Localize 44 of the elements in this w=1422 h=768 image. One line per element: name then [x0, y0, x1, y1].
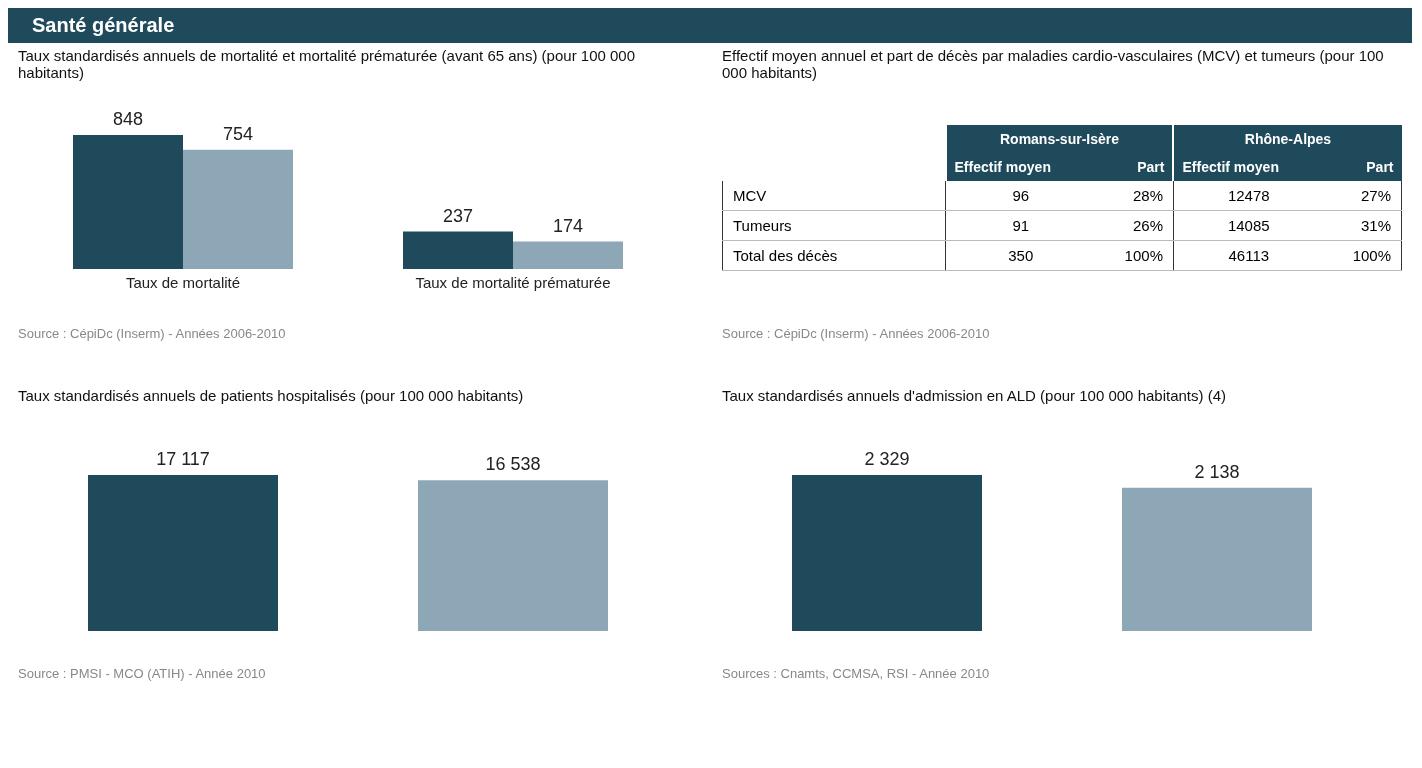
data-label: 754	[222, 123, 254, 144]
text: 31%	[1360, 217, 1391, 234]
category-label: Tumeurs	[733, 217, 792, 234]
data-label: 848	[112, 109, 144, 129]
category-label: Part	[1323, 153, 1402, 181]
data-label: 16 538	[485, 454, 541, 475]
category-label: Total des décès	[733, 247, 838, 264]
data-label: 2 329	[864, 449, 910, 469]
text: 91	[1012, 217, 1030, 234]
data-label: 174	[552, 215, 584, 236]
bar	[183, 149, 293, 269]
chart-title: Santé générale	[8, 8, 1412, 43]
data-label: 237	[442, 205, 474, 226]
text: 14085	[1227, 217, 1270, 234]
category-label: Effectif moyen	[945, 153, 1096, 181]
source-note: Sources : Cnamts, CCMSA, RSI - Année 2010	[722, 666, 990, 681]
text: 100%	[1352, 247, 1391, 264]
chart-title: Taux standardisés annuels d'admission en ALD (pour 100 000 habitants) (4)	[721, 386, 1227, 406]
text: 96	[1012, 187, 1030, 204]
text: 100%	[1124, 247, 1163, 264]
x-tick-label: Taux de mortalité prématurée	[415, 273, 611, 291]
bar	[73, 135, 183, 269]
bar	[403, 231, 513, 269]
text: 28%	[1132, 187, 1163, 204]
category-label: MCV	[733, 187, 767, 204]
data-label: 17 117	[156, 449, 210, 469]
data-label: 2 138	[1194, 461, 1240, 482]
text: 46113	[1228, 247, 1270, 264]
chart-title: Taux standardisés annuels de patients hospitalisés (pour 100 000 habitants)	[17, 386, 525, 406]
category-label: Part	[1095, 153, 1174, 181]
text: Romans-sur-Isère	[945, 125, 1174, 153]
bar	[513, 241, 623, 269]
text: 12478	[1227, 187, 1270, 204]
text: 26%	[1132, 217, 1163, 234]
source-note: Source : CépiDc (Inserm) - Années 2006-2010	[18, 326, 286, 341]
category-label: Effectif moyen	[1173, 153, 1324, 181]
text: 350	[1008, 247, 1034, 264]
source-note: Source : CépiDc (Inserm) - Années 2006-2010	[722, 326, 990, 341]
x-tick-label: Taux de mortalité	[125, 273, 241, 291]
text: Effectif moyen annuel et part de décès par maladies cardio-vasculaires (MCV) et tumeurs (pour 100 000 habitants)	[721, 46, 1385, 83]
text: 27%	[1360, 187, 1391, 204]
source-note: Source : PMSI - MCO (ATIH) - Année 2010	[18, 666, 266, 681]
chart-subtitle: Taux standardisés annuels de mortalité et mortalité prématurée (avant 65 ans) (pour 100 000 habitants)	[17, 46, 636, 83]
text: Rhône-Alpes	[1173, 125, 1402, 153]
